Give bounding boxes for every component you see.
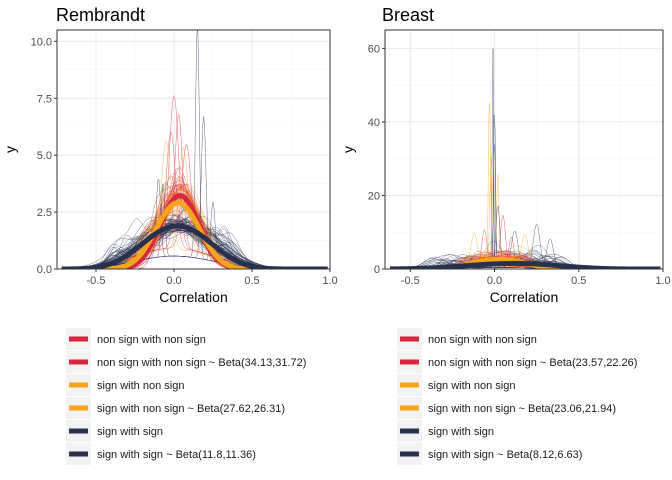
- y-tick-label: 7.5: [37, 93, 52, 105]
- x-axis-label: Correlation: [490, 289, 558, 305]
- panel-rembrandt: -0.5 0.0 0.5 1.0 0.0 2.5 5.0 7.5 10.0 Rembrandt Co…: [2, 5, 338, 305]
- x-tick-label: 0.0: [166, 275, 181, 287]
- density-curve: [61, 184, 328, 269]
- y-tick-label: 60: [368, 43, 380, 55]
- legend-label: sign with non sign ~ Beta(23.06,21.94): [428, 403, 616, 415]
- legend-label: sign with sign: [97, 426, 163, 438]
- legend-label: non sign with non sign ~ Beta(34.13,31.7…: [97, 357, 306, 369]
- panel-border: [384, 29, 664, 270]
- x-tick-label: 0.0: [487, 275, 502, 287]
- legend-label: sign with sign: [428, 426, 494, 438]
- legend-label: non sign with non sign: [97, 334, 206, 346]
- y-tick-label: 0.0: [37, 264, 52, 276]
- chart-title: Rembrandt: [56, 5, 145, 25]
- y-tick-label: 5.0: [37, 150, 52, 162]
- density-curve: [61, 184, 328, 269]
- x-tick-label: 0.5: [571, 275, 586, 287]
- density-curve: [61, 218, 328, 269]
- y-tick-label: 10.0: [31, 36, 52, 48]
- y-tick-label: 20: [368, 190, 380, 202]
- y-tick-label: 2.5: [37, 207, 52, 219]
- y-axis-label: y: [2, 146, 18, 153]
- legend-label: sign with non sign: [428, 380, 515, 392]
- legend-label: sign with sign ~ Beta(8.12,6.63): [428, 449, 582, 461]
- x-tick-label: 1.0: [322, 275, 337, 287]
- legend-rembrandt: non sign with non sign non sign with non …: [66, 328, 306, 465]
- x-tick-label: 1.0: [655, 275, 670, 287]
- panel-background: [385, 30, 663, 269]
- panel-breast: -0.5 0.0 0.5 1.0 0 20 40 60 Breast Correlation y: [340, 5, 671, 305]
- y-axis-label: y: [340, 146, 356, 153]
- legend-label: sign with non sign ~ Beta(27.62,26.31): [97, 403, 285, 415]
- x-tick-label: 0.5: [244, 275, 259, 287]
- legend-label: sign with non sign: [97, 380, 184, 392]
- x-tick-label: -0.5: [87, 275, 106, 287]
- y-tick-label: 0: [374, 264, 380, 276]
- y-tick-label: 40: [368, 117, 380, 129]
- panel-border: [56, 29, 331, 270]
- x-axis-label: Correlation: [159, 289, 227, 305]
- legend-label: non sign with non sign ~ Beta(23.57,22.2…: [428, 357, 637, 369]
- legend-label: non sign with non sign: [428, 334, 537, 346]
- legend-label: sign with sign ~ Beta(11.8,11.36): [97, 449, 256, 461]
- legend-breast: non sign with non sign non sign with non …: [397, 328, 637, 465]
- chart-title: Breast: [382, 5, 434, 25]
- x-tick-label: -0.5: [401, 275, 420, 287]
